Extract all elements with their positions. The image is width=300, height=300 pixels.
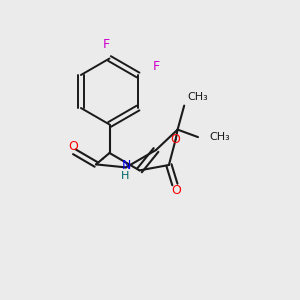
Text: N: N <box>121 159 131 172</box>
Text: O: O <box>68 140 78 154</box>
Text: O: O <box>171 133 181 146</box>
Text: O: O <box>171 184 181 197</box>
Text: CH₃: CH₃ <box>187 92 208 102</box>
Text: F: F <box>152 59 160 73</box>
Text: CH₃: CH₃ <box>209 132 230 142</box>
Text: H: H <box>121 171 130 182</box>
Text: F: F <box>102 38 110 52</box>
